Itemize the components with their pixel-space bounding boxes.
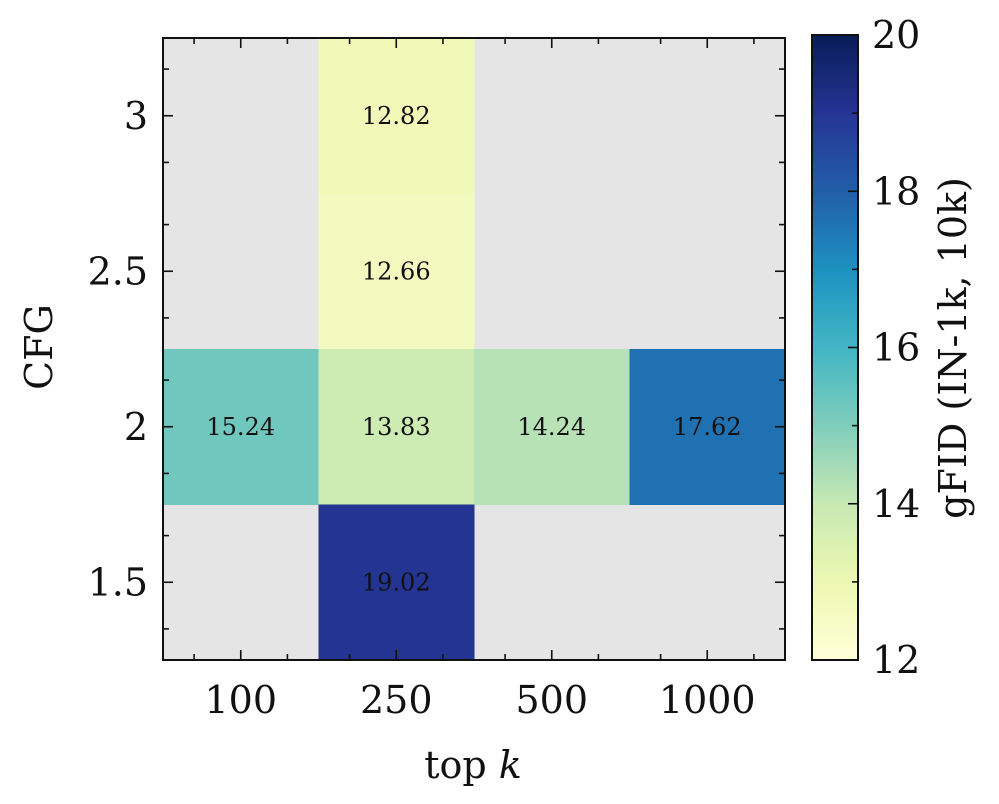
cell-value-label: 17.62: [673, 413, 742, 441]
cell-value-label: 12.66: [362, 257, 431, 285]
colorbar-label: gFID (IN-1k, 10k): [931, 177, 975, 519]
colorbar-tick-label: 18: [872, 169, 920, 213]
x-axis-label: top k: [424, 743, 522, 787]
y-tick-label: 2.5: [88, 249, 148, 293]
cell-value-label: 19.02: [362, 568, 431, 596]
x-tick-label: 250: [360, 678, 433, 722]
cell-value-label: 12.82: [362, 102, 431, 130]
heatmap-cell: [629, 349, 786, 505]
heatmap-cell: [163, 349, 319, 505]
colorbar-tick-label: 20: [872, 13, 920, 57]
colorbar-tick-label: 14: [872, 482, 920, 526]
y-tick-label: 1.5: [88, 560, 148, 604]
heatmap-cell: [318, 504, 475, 661]
plot-frame: [162, 37, 786, 661]
heatmap-cell: [318, 349, 475, 505]
y-tick-label: 3: [124, 94, 148, 138]
heatmap-cell: [318, 193, 475, 350]
cell-value-label: 13.83: [362, 413, 431, 441]
x-tick-label: 100: [204, 678, 277, 722]
colorbar-tick-label: 12: [872, 638, 920, 682]
y-axis-label: CFG: [17, 304, 61, 390]
colorbar-tick-label: 16: [872, 326, 920, 370]
heatmap-cell: [474, 349, 630, 505]
cell-value-label: 15.24: [206, 413, 275, 441]
heatmap-cell: [318, 38, 475, 194]
colorbar-ticks: [848, 34, 858, 661]
x-tick-label: 1000: [659, 678, 756, 722]
x-tick-label: 500: [515, 678, 588, 722]
axis-ticks: [163, 38, 785, 660]
cell-value-label: 14.24: [517, 413, 586, 441]
y-tick-label: 2: [124, 405, 148, 449]
